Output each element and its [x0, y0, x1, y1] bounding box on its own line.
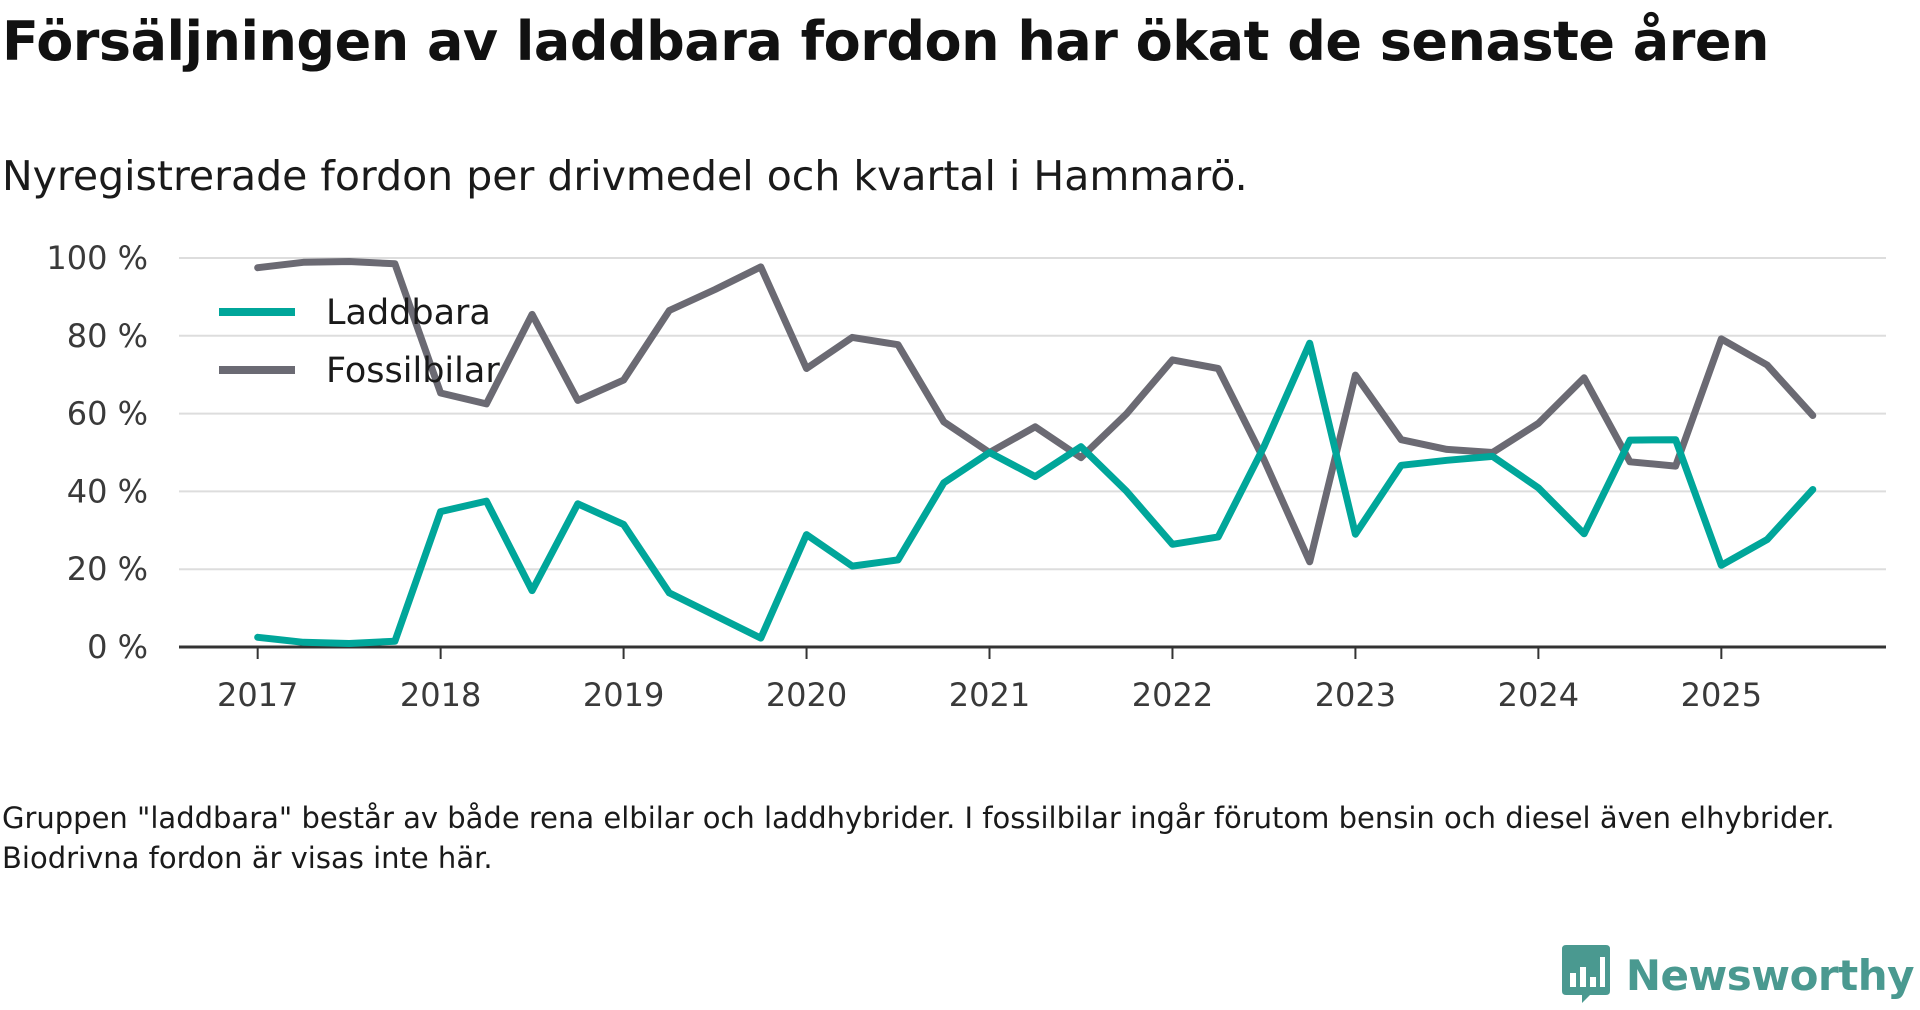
legend: Laddbara Fossilbilar — [219, 293, 500, 391]
x-tick-label-2019: 2019 — [583, 676, 664, 714]
x-tick-label-2025: 2025 — [1681, 676, 1762, 714]
chart-subtitle: Nyregistrerade fordon per drivmedel och … — [2, 152, 1248, 200]
y-tick-label-40: 40 % — [67, 472, 148, 510]
series-line-laddbara — [254, 339, 1817, 647]
x-tick-label-2021: 2021 — [949, 676, 1030, 714]
x-tick-label-2017: 2017 — [217, 676, 298, 714]
line-chart: 0 % 20 % 40 % 60 % 80 % 100 % 2017 2018 2019 202… — [46, 239, 1886, 714]
brand-name: Newsworthy — [1625, 950, 1915, 1000]
legend-label-laddbara: Laddbara — [326, 293, 491, 333]
page-title: Försäljningen av laddbara fordon har öka… — [2, 10, 1769, 73]
x-axis-tick-labels: 2017 2018 2019 2020 2021 2022 2023 2024 2025 — [217, 676, 1762, 714]
y-tick-label-80: 80 % — [67, 317, 148, 355]
newsworthy-brand[interactable]: Newsworthy — [1560, 940, 1915, 1010]
newsworthy-logo-icon — [1561, 945, 1610, 1003]
series-lines — [254, 258, 1817, 647]
series-line-fossilbilar — [254, 258, 1817, 566]
y-axis-tick-labels: 0 % 20 % 40 % 60 % 80 % 100 % — [46, 239, 148, 666]
x-tick-label-2023: 2023 — [1315, 676, 1396, 714]
x-tick-label-2018: 2018 — [400, 676, 481, 714]
x-tick-label-2022: 2022 — [1132, 676, 1213, 714]
legend-label-fossilbilar: Fossilbilar — [326, 351, 500, 391]
y-tick-label-0: 0 % — [87, 628, 148, 666]
footnote: Gruppen "laddbara" består av både rena e… — [2, 801, 1835, 875]
y-tick-label-60: 60 % — [67, 395, 148, 433]
x-axis-ticks — [256, 647, 1723, 659]
y-tick-label-100: 100 % — [46, 239, 148, 277]
x-tick-label-2020: 2020 — [766, 676, 847, 714]
y-tick-label-20: 20 % — [67, 550, 148, 588]
x-tick-label-2024: 2024 — [1498, 676, 1579, 714]
